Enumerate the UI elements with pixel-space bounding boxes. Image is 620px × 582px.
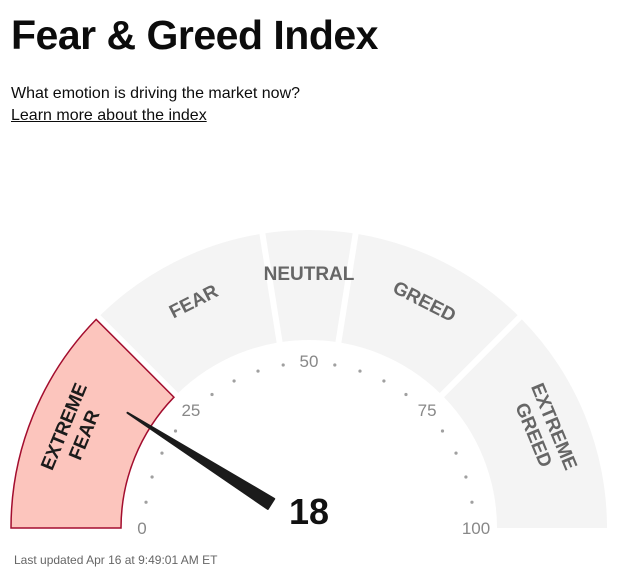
gauge-dot [358,369,362,373]
gauge-dot [281,363,285,367]
gauge-zone-neutral [265,229,353,342]
page-title: Fear & Greed Index [11,12,378,58]
gauge-dots [144,363,474,504]
gauge-score: 18 [289,491,329,532]
last-updated-text: Last updated Apr 16 at 9:49:01 AM ET [14,553,218,567]
tick-label: 0 [137,519,146,538]
gauge-dot [382,379,386,383]
gauge-zones [10,229,607,529]
gauge-zone-extreme-greed [444,319,607,528]
gauge-dot [232,379,236,383]
gauge-zone-extreme-fear [10,318,176,529]
tick-label: 25 [181,401,200,420]
tick-label: 100 [462,519,490,538]
gauge-dot [210,392,214,397]
gauge-tick-labels: 0 25 50 75 100 [137,352,490,538]
gauge-center-disc [247,466,371,582]
gauge-dot [333,363,337,367]
gauge-dot [256,369,260,373]
gauge-needle [126,411,276,510]
gauge-dot [173,429,178,433]
gauge-zone-greed [341,234,518,393]
gauge-dot [150,475,154,479]
tick-label: 75 [418,401,437,420]
gauge-dot [404,392,408,397]
learn-more-link[interactable]: Learn more about the index [11,107,207,124]
tick-label: 50 [300,352,319,371]
gauge-dot [160,451,164,455]
zone-label-neutral: NEUTRAL [264,264,355,285]
gauge-dot [440,429,445,433]
gauge-dot [454,451,458,455]
gauge-dot [144,500,148,504]
gauge-dot [464,475,468,479]
gauge-dot [470,500,474,504]
page-subtitle: What emotion is driving the market now? [11,85,301,102]
gauge-zone-fear [100,234,277,393]
